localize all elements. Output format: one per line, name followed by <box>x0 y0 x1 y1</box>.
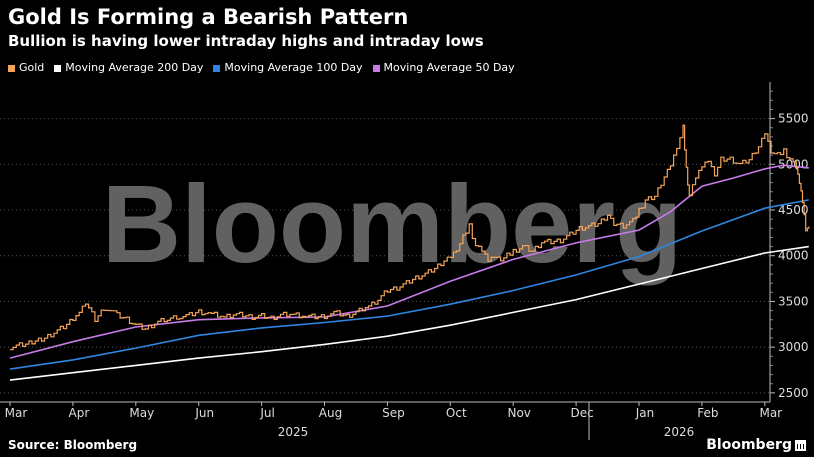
y-tick-label: 4500 <box>778 203 809 217</box>
x-tick-label: Jul <box>259 406 274 420</box>
x-tick-label: Oct <box>446 406 467 420</box>
y-tick-label: 3500 <box>778 294 809 308</box>
year-label-2025: 2025 <box>278 425 309 439</box>
series-line-ma50 <box>9 164 809 359</box>
legend-swatch-gold <box>8 64 15 72</box>
bar-chart-icon <box>795 439 806 451</box>
x-tick-label: Feb <box>697 406 718 420</box>
x-tick-label: Jun <box>194 406 214 420</box>
watermark-text: Bloomberg <box>102 163 683 286</box>
x-tick-label: Dec <box>570 406 593 420</box>
legend-swatch-ma200 <box>54 64 62 72</box>
x-tick-label: Aug <box>319 406 342 420</box>
legend-item-ma200: Moving Average 200 Day <box>54 61 203 75</box>
y-tick-label: 5500 <box>778 112 809 126</box>
legend-label-ma200: Moving Average 200 Day <box>65 61 204 74</box>
legend-swatch-ma50 <box>372 64 380 72</box>
legend-label-gold: Gold <box>19 61 45 74</box>
legend-label-ma100: Moving Average 100 Day <box>224 61 363 74</box>
series-line-ma200 <box>9 245 809 381</box>
series-line-ma100 <box>9 199 809 370</box>
x-tick-label: Sep <box>382 406 405 420</box>
y-tick-label: 4000 <box>778 249 809 263</box>
legend-item-ma50: Moving Average 50 Day <box>372 61 515 75</box>
brand-label: Bloomberg <box>706 437 792 453</box>
legend-swatch-ma100 <box>213 64 221 72</box>
legend: Gold Moving Average 200 Day Moving Avera… <box>8 61 525 75</box>
x-tick-label: Apr <box>69 406 90 420</box>
legend-item-gold: Gold <box>8 61 44 75</box>
x-tick-label: May <box>129 406 154 420</box>
legend-label-ma50: Moving Average 50 Day <box>383 61 515 74</box>
x-tick-label: Mar <box>5 406 28 420</box>
source-note: Source: Bloomberg <box>8 438 138 452</box>
y-tick-label: 2500 <box>778 386 809 400</box>
y-tick-label: 3000 <box>778 340 809 354</box>
series-line-gold <box>10 124 810 351</box>
x-tick-label: Nov <box>507 406 530 420</box>
legend-item-ma100: Moving Average 100 Day <box>213 61 363 75</box>
x-tick-label: Mar <box>759 406 782 420</box>
x-tick-label: Jan <box>635 406 655 420</box>
year-label-2026: 2026 <box>664 425 695 439</box>
brand-logo: Bloomberg <box>706 436 806 454</box>
chart-subtitle: Bullion is having lower intraday highs a… <box>8 32 484 50</box>
chart-title: Gold Is Forming a Bearish Pattern <box>8 5 409 29</box>
